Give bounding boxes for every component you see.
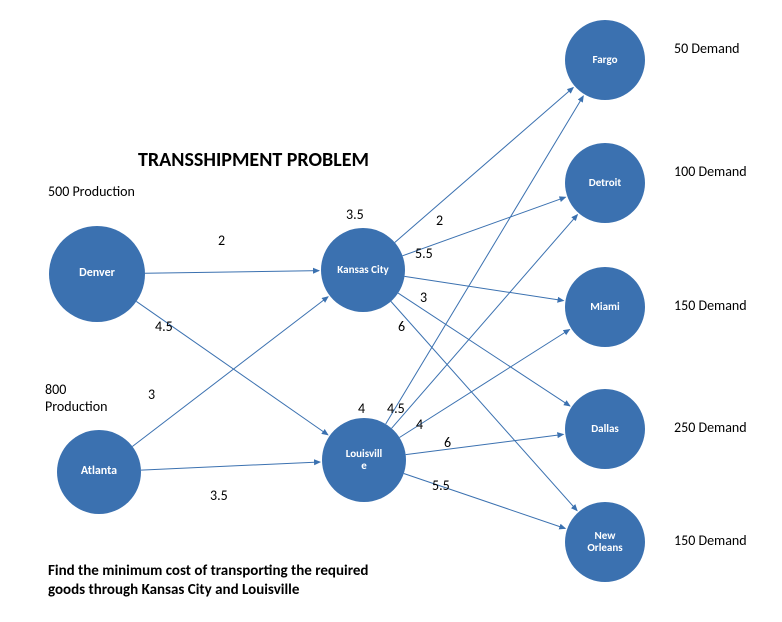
- edge-cost-atlanta-louisville: 3.5: [210, 487, 228, 504]
- footer-line1: Find the minimum cost of transporting th…: [48, 562, 368, 580]
- edge-kansas-dallas: [398, 293, 570, 406]
- node-neworleans: NewOrleans: [565, 502, 645, 582]
- edge-kansas-neworleans: [391, 301, 577, 510]
- side-label-neworl_dem: 150 Demand: [674, 532, 747, 549]
- edge-cost-kansas-dallas: 3: [420, 289, 427, 306]
- node-louisville: Louisville: [322, 418, 406, 502]
- edge-cost-atlanta-kansas: 3: [148, 386, 155, 403]
- side-label-denver_prod: 500 Production: [48, 183, 135, 200]
- node-fargo: Fargo: [565, 20, 645, 100]
- edge-cost-louisville-miami: 4: [416, 416, 423, 433]
- edge-kansas-miami: [405, 276, 564, 300]
- side-label-dallas_dem: 250 Demand: [674, 419, 747, 436]
- edge-cost-louisville-neworleans: 5.5: [432, 477, 450, 494]
- edge-cost-kansas-neworleans: 6: [398, 318, 405, 335]
- edge-louisville-neworleans: [404, 474, 565, 529]
- node-detroit: Detroit: [565, 143, 645, 223]
- side-label-detroit_dem: 100 Demand: [674, 163, 747, 180]
- node-miami: Miami: [565, 267, 645, 347]
- edge-cost-kansas-detroit: 2: [436, 212, 443, 229]
- edge-atlanta-louisville: [141, 462, 320, 470]
- footer-text: Find the minimum cost of transporting th…: [48, 562, 368, 600]
- node-atlanta: Atlanta: [57, 430, 141, 514]
- edge-cost-louisville-fargo: 4: [358, 400, 365, 417]
- edge-cost-denver-kansas: 2: [218, 232, 225, 249]
- edge-cost-louisville-dallas: 6: [444, 434, 451, 451]
- side-label-miami_dem: 150 Demand: [674, 297, 747, 314]
- edge-louisville-miami: [399, 330, 569, 438]
- node-denver: Denver: [49, 226, 145, 322]
- footer-line2: goods through Kansas City and Louisville: [48, 581, 299, 599]
- diagram-title: TRANSSHIPMENT PROBLEM: [138, 148, 369, 172]
- side-label-atlanta_prod: 800Production: [45, 381, 107, 415]
- edge-cost-kansas-fargo: 3.5: [346, 206, 364, 223]
- edge-louisville-dallas: [406, 434, 564, 454]
- edge-cost-kansas-miami: 5.5: [415, 245, 433, 262]
- edge-cost-denver-louisville: 4.5: [155, 318, 173, 335]
- node-kansas: Kansas City: [321, 228, 405, 312]
- edge-cost-louisville-detroit: 4.5: [387, 400, 405, 417]
- edge-kansas-fargo: [395, 88, 574, 243]
- node-dallas: Dallas: [565, 389, 645, 469]
- edge-denver-kansas: [145, 271, 319, 274]
- side-label-fargo_dem: 50 Demand: [674, 40, 740, 57]
